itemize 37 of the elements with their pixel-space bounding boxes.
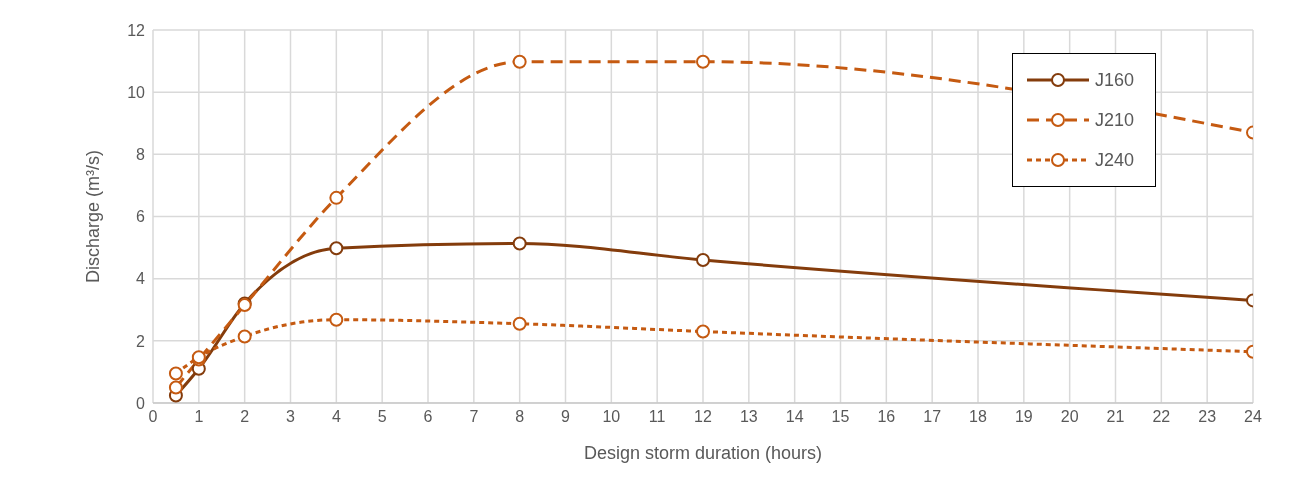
- y-tick-label: 0: [136, 394, 146, 412]
- y-tick-label: 2: [136, 332, 146, 350]
- x-tick-label: 23: [1198, 408, 1217, 426]
- x-tick-label: 9: [561, 408, 571, 426]
- y-tick-label: 10: [127, 83, 146, 101]
- x-tick-label: 2: [240, 408, 250, 426]
- x-tick-label: 12: [694, 408, 712, 426]
- x-tick-label: 7: [469, 408, 479, 426]
- x-tick-label: 22: [1152, 408, 1171, 426]
- x-tick-label: 0: [148, 408, 158, 426]
- y-tick-label: 6: [136, 208, 146, 226]
- x-tick-label: 4: [331, 408, 341, 426]
- legend-label: J160: [1095, 69, 1135, 91]
- x-tick-label: 1: [194, 408, 204, 426]
- y-tick-label: 12: [127, 21, 146, 39]
- x-tick-label: 5: [377, 408, 387, 426]
- x-tick-label: 24: [1244, 408, 1262, 426]
- x-tick-label: 17: [923, 408, 942, 426]
- x-tick-label: 21: [1106, 408, 1125, 426]
- x-tick-label: 15: [831, 408, 850, 426]
- x-axis-title: Design storm duration (hours): [583, 443, 823, 463]
- x-tick-label: 13: [739, 408, 758, 426]
- x-tick-label: 11: [648, 408, 666, 426]
- x-tick-label: 14: [785, 408, 804, 426]
- x-tick-label: 18: [969, 408, 987, 426]
- y-tick-label: 4: [136, 270, 146, 288]
- x-tick-label: 10: [602, 408, 621, 426]
- x-tick-label: 20: [1060, 408, 1079, 426]
- x-tick-label: 16: [877, 408, 896, 426]
- x-tick-label: 19: [1014, 408, 1033, 426]
- x-tick-label: 6: [423, 408, 433, 426]
- legend-label: J210: [1095, 109, 1135, 131]
- legend-label: J240: [1095, 149, 1135, 171]
- y-axis-title: Discharge (m³/s): [83, 149, 104, 284]
- x-tick-label: 3: [286, 408, 296, 426]
- x-tick-label: 8: [515, 408, 525, 426]
- y-tick-label: 8: [136, 146, 146, 164]
